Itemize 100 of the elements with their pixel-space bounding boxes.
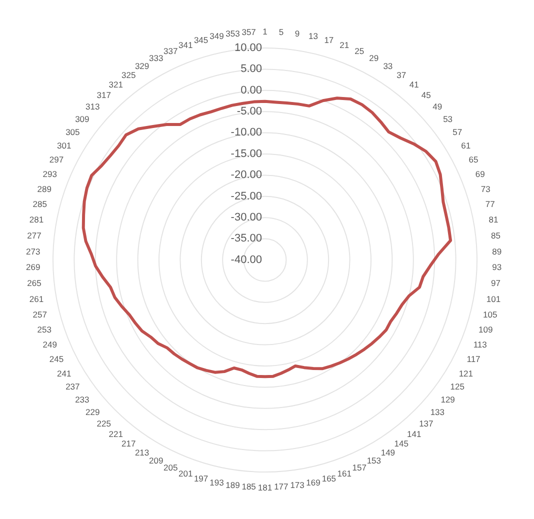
spoke-label: 177 xyxy=(274,482,289,492)
y-tick-label: 10.00 xyxy=(234,42,262,54)
spoke-label: 153 xyxy=(366,456,382,466)
y-tick-label: -30.00 xyxy=(230,212,262,224)
spoke-label: 281 xyxy=(29,214,44,225)
spoke-label: 249 xyxy=(42,340,58,350)
spoke-label: 221 xyxy=(108,428,124,439)
spoke-label: 217 xyxy=(122,438,136,449)
spoke-label: 193 xyxy=(210,477,224,488)
spoke-label: 89 xyxy=(492,246,502,256)
spoke-label: 237 xyxy=(66,382,80,392)
spoke-label: 41 xyxy=(409,80,420,90)
spoke-label: 97 xyxy=(490,278,501,288)
spoke-label: 205 xyxy=(164,462,178,473)
spoke-label: 301 xyxy=(56,140,72,150)
spoke-label: 1 xyxy=(262,26,268,36)
y-tick-label: -10.00 xyxy=(230,126,262,139)
spoke-label: 101 xyxy=(486,294,501,304)
spoke-label: 137 xyxy=(419,418,434,428)
spoke-label: 53 xyxy=(443,114,453,124)
spoke-label: 77 xyxy=(485,199,496,210)
spoke-label: 213 xyxy=(134,448,150,458)
spoke-label: 45 xyxy=(421,90,432,100)
spoke-label: 173 xyxy=(290,480,305,490)
y-tick-label: -15.00 xyxy=(230,148,262,160)
spoke-label: 109 xyxy=(478,324,494,335)
spoke-label: 125 xyxy=(450,382,465,392)
spoke-label: 257 xyxy=(32,309,48,320)
spoke-label: 201 xyxy=(178,468,194,478)
spoke-label: 181 xyxy=(258,482,272,492)
spoke-label: 305 xyxy=(66,126,80,137)
spoke-label: 61 xyxy=(461,140,471,150)
spoke-label: 273 xyxy=(26,246,40,256)
spoke-label: 65 xyxy=(468,154,479,164)
spoke-label: 69 xyxy=(475,168,486,179)
y-tick-label: -5.00 xyxy=(236,106,262,118)
spoke-label: 141 xyxy=(407,428,422,439)
spoke-label: 105 xyxy=(483,309,498,320)
spoke-label: 145 xyxy=(394,438,409,449)
spoke-label: 73 xyxy=(480,184,491,194)
spoke-label: 121 xyxy=(458,368,474,378)
spoke-label: 293 xyxy=(42,168,58,179)
spoke-label: 13 xyxy=(308,31,318,42)
spoke-label: 265 xyxy=(27,278,42,288)
spoke-label: 225 xyxy=(96,418,112,428)
spoke-label: 341 xyxy=(178,40,194,50)
spoke-label: 33 xyxy=(383,60,393,71)
spoke-label: 197 xyxy=(194,473,208,484)
spoke-label: 133 xyxy=(430,406,445,417)
spoke-label: 81 xyxy=(488,214,498,225)
spoke-label: 37 xyxy=(396,70,406,80)
y-tick-label: 0.00 xyxy=(240,84,262,96)
spoke-label: 113 xyxy=(473,340,488,350)
y-tick-label: 5.00 xyxy=(240,63,262,76)
spoke-label: 329 xyxy=(134,60,150,71)
spoke-label: 357 xyxy=(242,26,256,37)
spoke-label: 253 xyxy=(37,324,52,335)
spoke-label: 261 xyxy=(29,294,44,304)
spoke-label: 333 xyxy=(148,52,164,63)
spoke-label: 57 xyxy=(452,126,462,137)
spoke-label: 269 xyxy=(26,262,40,272)
spoke-label: 337 xyxy=(164,46,178,56)
spoke-label: 9 xyxy=(294,28,300,38)
spoke-label: 297 xyxy=(49,154,64,164)
spoke-label: 233 xyxy=(75,394,90,405)
spoke-label: 17 xyxy=(324,35,334,46)
spoke-label: 345 xyxy=(194,35,208,46)
spoke-label: 209 xyxy=(148,456,164,466)
spoke-label: 353 xyxy=(226,28,240,38)
spoke-label: 325 xyxy=(122,70,136,80)
spoke-label: 25 xyxy=(354,46,364,56)
spoke-label: 229 xyxy=(85,406,100,417)
y-tick-label: -40.00 xyxy=(230,254,262,266)
spoke-label: 309 xyxy=(75,114,90,124)
spoke-label: 85 xyxy=(490,230,501,240)
spoke-label: 21 xyxy=(340,40,350,50)
y-tick-label: -35.00 xyxy=(230,232,262,245)
spoke-label: 129 xyxy=(440,394,456,405)
spoke-label: 117 xyxy=(466,354,481,364)
spoke-label: 285 xyxy=(32,199,48,210)
spoke-label: 313 xyxy=(85,102,100,112)
spoke-label: 185 xyxy=(242,482,256,492)
spoke-label: 349 xyxy=(210,31,224,42)
y-tick-label: -20.00 xyxy=(230,169,262,182)
spoke-label: 289 xyxy=(37,184,52,194)
spoke-label: 241 xyxy=(56,368,72,378)
spoke-label: 169 xyxy=(306,477,321,488)
spoke-label: 93 xyxy=(492,262,502,272)
spoke-label: 29 xyxy=(369,52,379,63)
spoke-label: 317 xyxy=(96,90,112,100)
spoke-label: 189 xyxy=(226,480,240,490)
spoke-label: 157 xyxy=(352,462,367,473)
y-tick-label: -25.00 xyxy=(230,190,262,202)
spoke-label: 245 xyxy=(49,354,64,364)
spoke-label: 161 xyxy=(337,468,352,478)
spoke-label: 165 xyxy=(322,473,336,484)
spoke-label: 49 xyxy=(432,102,442,112)
spoke-label: 321 xyxy=(108,80,124,90)
spoke-label: 277 xyxy=(27,230,42,240)
spoke-label: 149 xyxy=(380,448,396,458)
